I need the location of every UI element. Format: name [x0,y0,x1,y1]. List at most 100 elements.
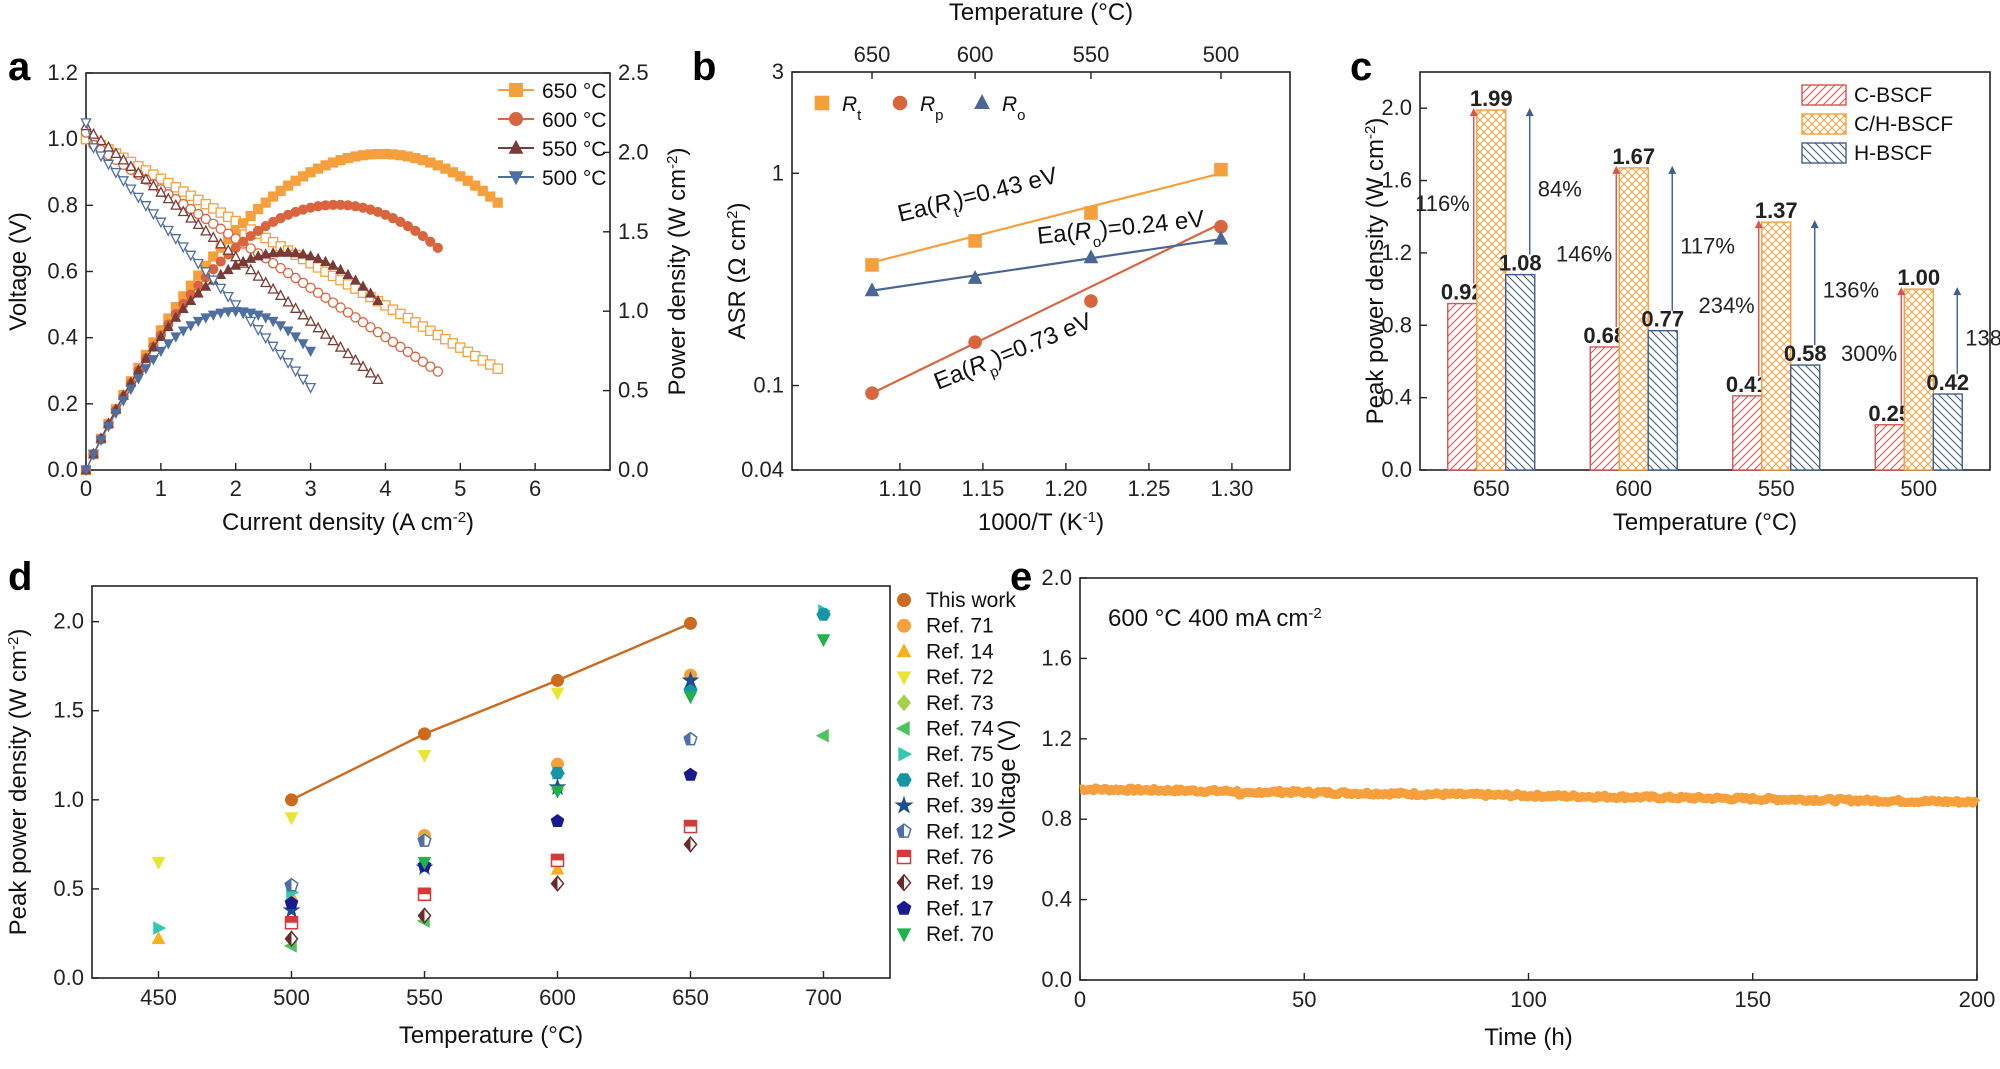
y-tick-label: 1.2 [1041,726,1072,751]
voltage-point [327,297,339,308]
bar [1476,109,1507,471]
series-ref-39 [282,671,700,918]
y2-tick-label: 2.5 [618,60,649,85]
legend-marker [896,928,912,943]
x-tick-label: 650 [672,985,709,1010]
y-tick-label: 1.0 [53,787,84,812]
voltage-point [312,321,324,333]
voltage-point [335,302,346,313]
voltage-point [417,356,429,367]
power-point [485,191,496,202]
marker-fill [418,888,431,895]
legend-label: C/H-BSCF [1854,113,1953,136]
power-point [207,310,219,321]
x-tick-label: 500 [1900,476,1937,501]
voltage-point [110,147,122,159]
bar-value-label: 1.67 [1612,144,1655,169]
power-point [192,316,204,328]
label-part: -2 [664,155,681,168]
bar-value-label: 1.00 [1897,265,1940,290]
y-tick-label: 0.4 [1041,887,1072,912]
increase-label-h: 138% [1965,326,2000,351]
panel-a: a 0 1 2 3 4 5 6 0.0 0.2 0.4 0.6 0.8 1.0 1.2 0.0 0.5 1.0 1.… [5,45,691,536]
voltage-point [395,341,406,353]
y2-axis-label: Power density (W cm-2) [664,147,692,395]
voltage-point [350,312,361,323]
arrow-head [1525,107,1534,116]
legend-marker [814,95,830,111]
y-tick-label: 1.0 [47,126,78,151]
y-axis-label: Peak power density (W cm-2) [1362,118,1390,425]
x-tick-label: 700 [805,985,842,1010]
voltage-point [402,346,414,358]
x-tick-label: 0 [80,476,92,501]
data-point [1213,230,1229,245]
x-axis-label: Temperature (°C) [399,1022,583,1049]
arrow-head [1754,220,1763,229]
legend-label: 550 °C [542,138,606,161]
data-point [683,691,698,705]
power-point [185,294,197,305]
data-point [1214,162,1228,177]
bar [1932,393,1963,471]
bar-value-label: 0.58 [1784,341,1827,366]
legend-marker [896,849,912,865]
voltage-point [207,275,219,287]
power-point [252,310,264,321]
voltage-point [102,140,115,152]
power-point [170,332,182,343]
bar [1647,330,1678,471]
power-point [342,268,354,279]
marker-fill [897,850,911,857]
voltage-point [222,228,234,239]
data-point [284,895,299,909]
y-tick-label: 0.04 [741,457,784,482]
legend-label: H-BSCF [1854,142,1932,165]
legend-label: Rt [842,93,862,124]
power-point [140,364,152,375]
stability-line [1077,783,1981,808]
x-tick-label: 150 [1734,987,1771,1012]
y-tick-label: 1.6 [1381,168,1412,193]
legend-label: Ref. 73 [926,692,994,715]
voltage-point [208,218,219,230]
label-part: o [1017,107,1025,124]
y2-tick-label: 1.0 [618,298,649,323]
power-point [238,236,249,247]
label-part: ) [724,203,751,211]
data-point [683,835,698,853]
y-tick-label: 0.0 [1381,457,1412,482]
voltage-point [95,134,107,146]
power-point [88,450,99,461]
trend-line [290,622,691,801]
legend-label: Ref. 12 [926,820,994,843]
marker-fill [418,834,425,847]
legend-marker [509,83,523,97]
marker-fill [285,878,292,891]
fit-line [871,172,1222,264]
bar [1618,167,1649,471]
label-part: ) [1362,118,1389,126]
power-point [155,330,167,341]
y2-tick-label: 0.0 [618,457,649,482]
series-ref-19 [284,835,698,948]
power-point [260,221,271,232]
power-point [238,218,249,229]
bar-value-label: 0.77 [1641,307,1684,332]
x-tick-label: 6 [529,476,541,501]
data-point [153,921,167,935]
power-point [492,197,503,208]
voltage-point [290,272,301,284]
y-tick-label: 0.0 [47,457,78,482]
power-point [132,364,144,375]
y-tick-label: 1.2 [1381,240,1412,265]
voltage-point [87,127,100,139]
bar [1589,346,1620,471]
x-tick-label: 2 [230,476,242,501]
power-point [297,339,309,350]
bar [1732,395,1763,471]
label-part: )=0.73 eV [989,308,1096,372]
bar [1447,302,1478,471]
voltage-point [215,283,227,295]
data-point [683,731,698,746]
